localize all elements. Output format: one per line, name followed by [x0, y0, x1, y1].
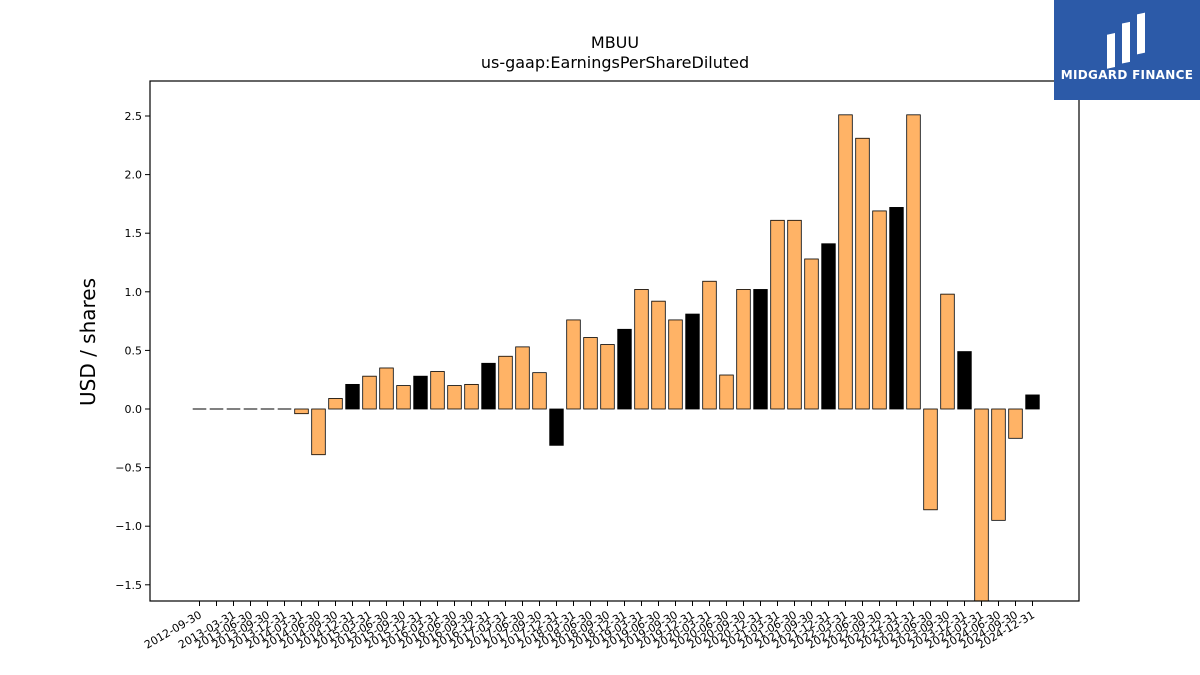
- y-tick-label: −0.5: [115, 462, 142, 475]
- bar-2015-03-31: [362, 375, 377, 410]
- y-tick-label: 2.0: [125, 169, 143, 182]
- bar-2021-06-30: [787, 219, 802, 410]
- bar-2020-09-30: [736, 289, 751, 410]
- bar-2020-06-30: [719, 374, 734, 410]
- bar-2024-06-30: [991, 408, 1006, 521]
- bar-2023-03-31: [906, 114, 921, 410]
- bar-2020-03-31: [702, 280, 717, 410]
- bar-2016-06-30: [447, 385, 462, 410]
- bar-2024-09-30: [1008, 408, 1023, 439]
- bar-2017-06-30: [515, 346, 530, 410]
- bar-2020-12-31: [753, 289, 768, 410]
- bar-2014-12-31: [345, 383, 360, 410]
- bar-2024-12-31: [1025, 394, 1040, 410]
- bar-2022-09-30: [872, 210, 887, 410]
- bar-2015-09-30: [396, 385, 411, 410]
- y-tick-label: 1.0: [125, 286, 143, 299]
- bar-2022-06-30: [855, 137, 870, 410]
- bar-2022-12-31: [889, 207, 904, 410]
- bar-2017-09-30: [532, 372, 547, 410]
- bar-2014-03-31: [294, 408, 309, 415]
- bars-group: [192, 114, 1040, 602]
- bar-2014-06-30: [311, 408, 326, 456]
- bar-2018-09-30: [600, 344, 615, 410]
- bar-2023-12-31: [957, 351, 972, 410]
- bar-2019-09-30: [668, 319, 683, 410]
- y-tick-label: 0.5: [125, 344, 143, 357]
- chart-title: MBUU: [591, 33, 639, 52]
- bar-2022-03-31: [838, 114, 853, 410]
- bar-2024-03-31: [974, 408, 989, 602]
- bar-2021-12-31: [821, 243, 836, 410]
- bar-2019-06-30: [651, 300, 666, 410]
- y-ticks-group: 2.5 2.0 1.5 1.0 0.5 0.0 −0.5 −1.0 −1.5: [115, 110, 150, 592]
- bar-2019-12-31: [685, 313, 700, 410]
- bar-2018-06-30: [583, 337, 598, 410]
- midgard-finance-logo: MIDGARD FINANCE: [1054, 0, 1200, 100]
- y-tick-label: 0.0: [125, 403, 143, 416]
- y-tick-label: −1.0: [115, 520, 142, 533]
- bar-2016-09-30: [464, 383, 479, 410]
- bar-2015-12-31: [413, 375, 428, 410]
- bar-2018-12-31: [617, 328, 632, 410]
- logo-text: MIDGARD FINANCE: [1060, 68, 1194, 82]
- bar-2016-03-31: [430, 371, 445, 410]
- bar-2018-03-31: [566, 319, 581, 410]
- y-axis-label: USD / shares: [76, 278, 100, 406]
- plot-frame: [149, 80, 1080, 602]
- bar-2015-06-30: [379, 367, 394, 410]
- y-tick-label: 2.5: [125, 110, 143, 123]
- bar-2016-12-31: [481, 362, 496, 410]
- bar-2014-09-30: [328, 398, 343, 410]
- bar-2019-03-31: [634, 289, 649, 410]
- logo-mark-icon: [1107, 12, 1145, 69]
- bar-2021-03-31: [770, 219, 785, 410]
- chart-subtitle: us-gaap:EarningsPerShareDiluted: [481, 53, 749, 72]
- y-tick-label: −1.5: [115, 579, 142, 592]
- x-ticks-group: 2012-09-302013-03-312013-06-302013-09-30…: [142, 601, 1037, 652]
- bar-2023-09-30: [940, 293, 955, 410]
- bar-2017-12-31: [549, 408, 564, 446]
- y-tick-label: 1.5: [125, 227, 143, 240]
- bar-2017-03-31: [498, 355, 513, 410]
- bar-2021-09-30: [804, 258, 819, 410]
- bar-2023-06-30: [923, 408, 938, 511]
